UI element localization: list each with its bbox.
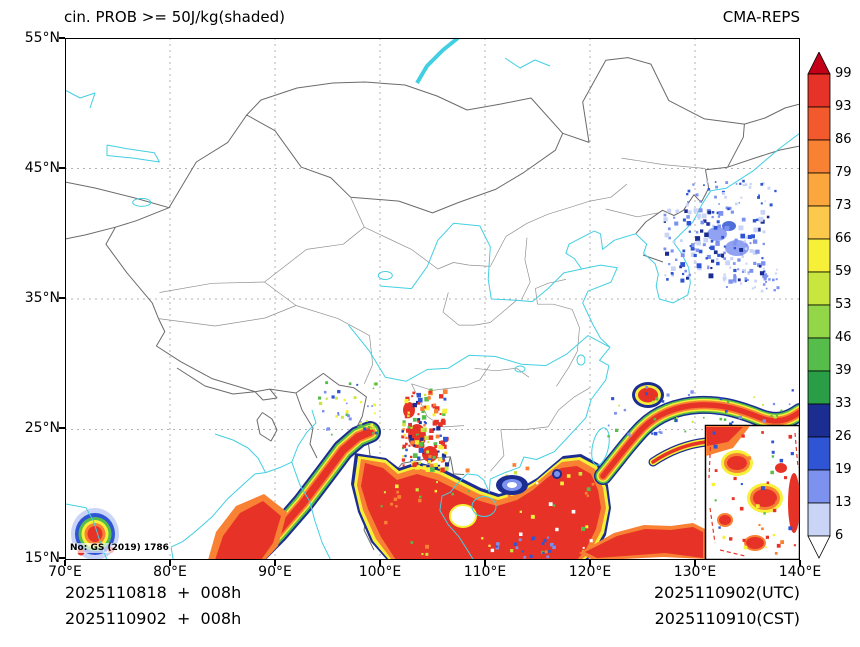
lon-tick-label: 130°E [673, 564, 717, 580]
colorbar-tick-label: 6 [835, 528, 844, 543]
colorbar-scale [807, 52, 831, 559]
y-axis-tick [59, 37, 65, 39]
korea-coastline [635, 203, 703, 304]
x-axis-tick [169, 560, 171, 566]
x-axis-tick [694, 560, 696, 566]
colorbar-tick-label: 39 [835, 363, 852, 378]
province-borders [158, 157, 706, 472]
x-axis-tick [64, 560, 66, 566]
colorbar-tick-label: 66 [835, 231, 852, 246]
x-axis-tick [484, 560, 486, 566]
valid-time-utc: 2025110902(UTC) [654, 583, 800, 602]
colorbar: 99 93 86 79 73 66 59 53 46 39 33 26 19 13 6 [807, 52, 859, 559]
sea-inset [704, 424, 800, 560]
lon-tick-label: 80°E [153, 564, 187, 580]
lon-tick-label: 140°E [778, 564, 822, 580]
lon-tick-label: 120°E [568, 564, 612, 580]
x-axis-tick [589, 560, 591, 566]
colorbar-tick-label: 93 [835, 99, 852, 114]
yangtze-river [348, 324, 611, 382]
colorbar-tick-label: 99 [835, 66, 852, 81]
y-axis-tick [59, 167, 65, 169]
y-axis-tick [59, 427, 65, 429]
probability-shading [71, 381, 800, 560]
colorbar-tick-label: 33 [835, 396, 852, 411]
y-axis-tick [59, 297, 65, 299]
y-axis-tick [59, 557, 65, 559]
lat-tick-label: 45°N [24, 160, 60, 176]
license-watermark: No: GS (2019) 1786 [68, 543, 171, 553]
model-name: CMA-REPS [722, 8, 800, 26]
yellow-river [379, 222, 582, 303]
init-time-utc: 2025110818 + 008h [65, 583, 242, 602]
taiwan-island [591, 427, 610, 466]
x-axis-tick [799, 560, 801, 566]
colorbar-tick-label: 26 [835, 429, 852, 444]
lon-tick-label: 100°E [358, 564, 402, 580]
lat-tick-label: 15°N [24, 550, 60, 566]
lat-tick-label: 35°N [24, 290, 60, 306]
valid-time-cst: 2025110910(CST) [654, 609, 800, 628]
colorbar-tick-label: 13 [835, 495, 852, 510]
colorbar-tick-label: 86 [835, 132, 852, 147]
init-time-cst: 2025110902 + 008h [65, 609, 242, 628]
lon-tick-label: 90°E [258, 564, 292, 580]
x-axis-tick [274, 560, 276, 566]
coastlines-rivers [65, 38, 800, 560]
colorbar-tick-label: 53 [835, 297, 852, 312]
hainan-island [471, 496, 497, 517]
plot-title: cin. PROB >= 50J/kg(shaded) [64, 8, 285, 26]
lat-tick-label: 55°N [24, 30, 60, 46]
lon-tick-label: 110°E [463, 564, 507, 580]
china-coastline [439, 230, 636, 560]
colorbar-tick-label: 46 [835, 330, 852, 345]
colorbar-tick-label: 79 [835, 165, 852, 180]
mongolia-border [246, 81, 564, 134]
x-axis-tick [379, 560, 381, 566]
colorbar-tick-label: 59 [835, 264, 852, 279]
map-canvas [65, 38, 800, 560]
lon-tick-label: 70°E [48, 564, 82, 580]
colorbar-tick-label: 73 [835, 198, 852, 213]
colorbar-tick-label: 19 [835, 462, 852, 477]
lat-tick-label: 25°N [24, 420, 60, 436]
